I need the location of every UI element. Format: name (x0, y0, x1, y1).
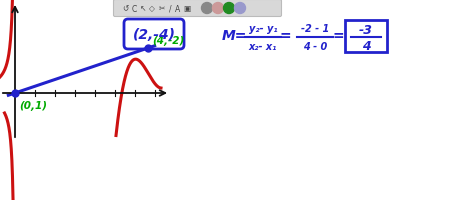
Text: ✂: ✂ (159, 4, 165, 13)
Text: x₂- x₁: x₂- x₁ (249, 42, 277, 52)
Text: M=: M= (222, 29, 247, 43)
Text: A: A (175, 4, 181, 13)
Text: (2,-4): (2,-4) (133, 28, 175, 42)
Text: ▣: ▣ (183, 4, 191, 13)
Text: C: C (131, 4, 137, 13)
Text: 4: 4 (362, 39, 370, 52)
Circle shape (201, 3, 212, 14)
Text: /: / (169, 4, 171, 13)
Text: ↖: ↖ (140, 4, 146, 13)
Text: (0,1): (0,1) (19, 100, 47, 110)
Circle shape (212, 3, 224, 14)
Text: (4,-2): (4,-2) (152, 36, 184, 46)
Circle shape (235, 3, 246, 14)
Text: -2 - 1: -2 - 1 (301, 24, 329, 34)
Text: 4 - 0: 4 - 0 (303, 42, 327, 52)
Text: =: = (279, 29, 291, 43)
FancyBboxPatch shape (113, 0, 282, 17)
FancyBboxPatch shape (124, 20, 184, 50)
Text: -3: -3 (359, 23, 373, 36)
Text: ↺: ↺ (122, 4, 128, 13)
Circle shape (224, 3, 235, 14)
Text: =: = (332, 29, 344, 43)
Text: y₂- y₁: y₂- y₁ (249, 24, 277, 34)
FancyBboxPatch shape (345, 21, 387, 53)
Text: ◇: ◇ (149, 4, 155, 13)
